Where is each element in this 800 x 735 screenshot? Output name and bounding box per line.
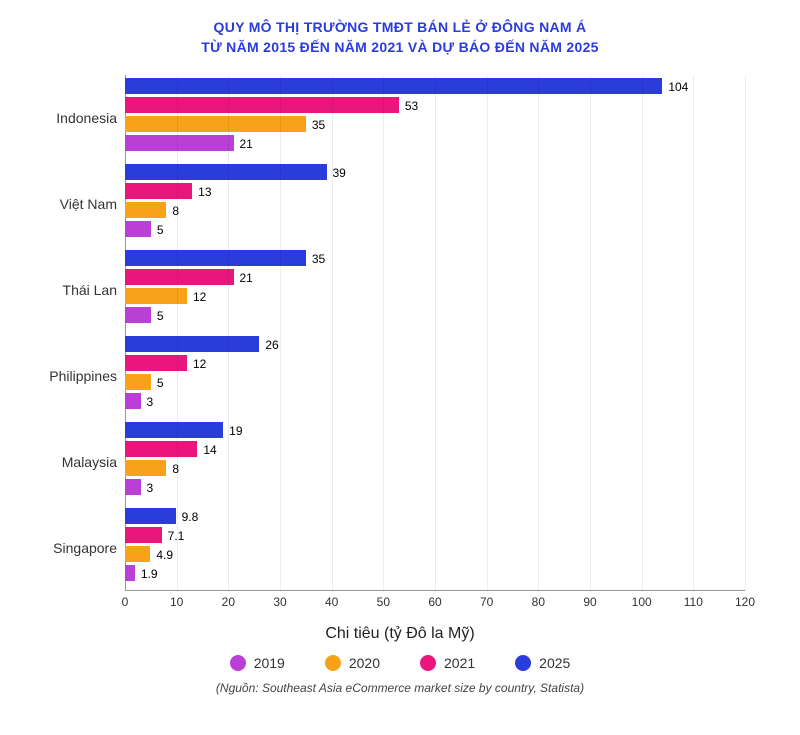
bar xyxy=(125,288,187,304)
bar xyxy=(125,336,259,352)
legend-dot-icon xyxy=(420,655,436,671)
bar xyxy=(125,355,187,371)
gridline xyxy=(745,75,746,591)
x-tick: 50 xyxy=(377,595,390,609)
legend-item: 2019 xyxy=(230,655,285,671)
x-tick: 70 xyxy=(480,595,493,609)
bar-value-label: 5 xyxy=(157,376,164,390)
bar xyxy=(125,164,327,180)
bar xyxy=(125,441,197,457)
legend-item: 2020 xyxy=(325,655,380,671)
gridline xyxy=(280,75,281,591)
x-tick: 110 xyxy=(684,595,703,609)
y-axis-labels: IndonesiaViệt NamThái LanPhilippinesMala… xyxy=(30,75,125,591)
bar xyxy=(125,97,399,113)
gridline xyxy=(435,75,436,591)
bar-value-label: 21 xyxy=(240,271,253,285)
title-line-1: QUY MÔ THỊ TRƯỜNG TMĐT BÁN LẺ Ở ĐÔNG NAM… xyxy=(80,18,720,38)
bar xyxy=(125,422,223,438)
x-tick: 120 xyxy=(735,595,755,609)
gridline xyxy=(693,75,694,591)
bar xyxy=(125,393,141,409)
bar-value-label: 12 xyxy=(193,290,206,304)
bar xyxy=(125,135,234,151)
legend-dot-icon xyxy=(325,655,341,671)
x-tick: 100 xyxy=(632,595,652,609)
bar xyxy=(125,269,234,285)
bar xyxy=(125,202,166,218)
legend-label: 2020 xyxy=(349,655,380,671)
bar-value-label: 4.9 xyxy=(156,548,173,562)
bar-value-label: 104 xyxy=(668,80,688,94)
bar xyxy=(125,183,192,199)
bar xyxy=(125,250,306,266)
bar xyxy=(125,527,162,543)
legend-label: 2019 xyxy=(254,655,285,671)
bar-value-label: 53 xyxy=(405,99,418,113)
country-label: Việt Nam xyxy=(30,161,125,247)
bar-value-label: 5 xyxy=(157,309,164,323)
bar xyxy=(125,221,151,237)
country-label: Indonesia xyxy=(30,75,125,161)
bar-value-label: 19 xyxy=(229,424,242,438)
bar xyxy=(125,374,151,390)
x-tick: 90 xyxy=(583,595,596,609)
gridline xyxy=(487,75,488,591)
bar-value-label: 21 xyxy=(240,137,253,151)
bar-value-label: 35 xyxy=(312,118,325,132)
gridline xyxy=(383,75,384,591)
bar-value-label: 26 xyxy=(265,338,278,352)
legend-dot-icon xyxy=(515,655,531,671)
x-axis-ticks: 0102030405060708090100110120 xyxy=(125,591,745,611)
legend-item: 2021 xyxy=(420,655,475,671)
chart-title: QUY MÔ THỊ TRƯỜNG TMĐT BÁN LẺ Ở ĐÔNG NAM… xyxy=(80,18,720,57)
bar xyxy=(125,479,141,495)
bar xyxy=(125,565,135,581)
bar-value-label: 35 xyxy=(312,252,325,266)
bar xyxy=(125,460,166,476)
gridline xyxy=(228,75,229,591)
x-tick: 40 xyxy=(325,595,338,609)
bar-value-label: 14 xyxy=(203,443,216,457)
bar-value-label: 1.9 xyxy=(141,567,158,581)
bar-value-label: 12 xyxy=(193,357,206,371)
x-tick: 30 xyxy=(273,595,286,609)
chart-legend: 2019 2020 2021 2025 xyxy=(20,655,780,671)
bar xyxy=(125,546,150,562)
legend-dot-icon xyxy=(230,655,246,671)
gridline xyxy=(332,75,333,591)
gridline xyxy=(177,75,178,591)
title-line-2: TỪ NĂM 2015 ĐẾN NĂM 2021 VÀ DỰ BÁO ĐẾN N… xyxy=(80,38,720,58)
x-tick: 10 xyxy=(170,595,183,609)
bar xyxy=(125,116,306,132)
bar-value-label: 5 xyxy=(157,223,164,237)
bar-value-label: 13 xyxy=(198,185,211,199)
gridline xyxy=(590,75,591,591)
country-label: Singapore xyxy=(30,505,125,591)
bar-value-label: 3 xyxy=(147,481,154,495)
bar-value-label: 9.8 xyxy=(182,510,199,524)
bar-value-label: 39 xyxy=(333,166,346,180)
chart-area: IndonesiaViệt NamThái LanPhilippinesMala… xyxy=(30,75,780,591)
bar xyxy=(125,508,176,524)
gridline xyxy=(642,75,643,591)
x-axis-label: Chi tiêu (tỷ Đô la Mỹ) xyxy=(20,625,780,643)
plot-area: 10453352139138535211252612531914839.87.1… xyxy=(125,75,745,591)
source-text: (Nguồn: Southeast Asia eCommerce market … xyxy=(20,681,780,695)
bar xyxy=(125,307,151,323)
legend-label: 2025 xyxy=(539,655,570,671)
x-tick: 60 xyxy=(428,595,441,609)
legend-item: 2025 xyxy=(515,655,570,671)
x-tick: 80 xyxy=(532,595,545,609)
bar xyxy=(125,78,662,94)
country-label: Philippines xyxy=(30,333,125,419)
x-tick: 20 xyxy=(222,595,235,609)
gridline xyxy=(538,75,539,591)
country-label: Malaysia xyxy=(30,419,125,505)
bar-value-label: 3 xyxy=(147,395,154,409)
country-label: Thái Lan xyxy=(30,247,125,333)
x-tick: 0 xyxy=(122,595,129,609)
legend-label: 2021 xyxy=(444,655,475,671)
